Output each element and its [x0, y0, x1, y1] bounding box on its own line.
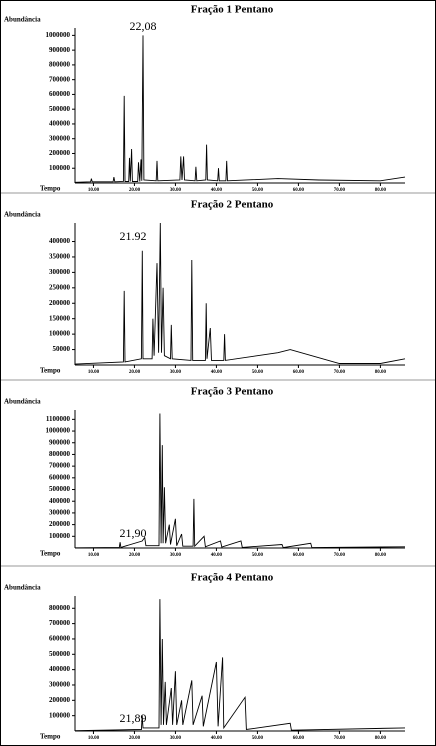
y-tick-label: 300000 — [49, 509, 71, 517]
trace — [74, 222, 406, 365]
y-tick-label: 500000 — [49, 105, 71, 113]
y-tick-label: 100000 — [49, 711, 71, 719]
x-axis-label: Tempo — [40, 185, 61, 193]
x-tick-label: 20.00 — [129, 553, 141, 558]
x-tick-label: 40.00 — [211, 370, 223, 375]
y-tick-label: 100000 — [49, 330, 71, 338]
x-tick-label: 80.00 — [375, 188, 387, 193]
x-tick-label: 30.00 — [170, 188, 182, 193]
annotation: 21,89 — [120, 711, 147, 725]
y-tick-label: 200000 — [49, 696, 71, 704]
y-tick-label: 1000000 — [46, 427, 71, 435]
y-tick-label: 500000 — [49, 650, 71, 658]
x-tick-label: 50.00 — [252, 553, 264, 558]
y-tick-label: 500000 — [49, 485, 71, 493]
y-tick-label: 300000 — [49, 134, 71, 142]
y-tick-label: 700000 — [49, 75, 71, 83]
x-tick-label: 10.00 — [88, 553, 100, 558]
trace — [74, 35, 406, 183]
x-tick-label: 10.00 — [88, 736, 100, 741]
annotation: 21,90 — [120, 526, 147, 540]
x-tick-label: 30.00 — [170, 553, 182, 558]
x-tick-label: 60.00 — [293, 370, 305, 375]
x-tick-label: 20.00 — [129, 188, 141, 193]
x-tick-label: 60.00 — [293, 188, 305, 193]
x-tick-label: 40.00 — [211, 736, 223, 741]
x-tick-label: 80.00 — [375, 736, 387, 741]
y-tick-label: 100000 — [49, 532, 71, 540]
trace — [74, 599, 406, 732]
y-tick-label: 150000 — [49, 314, 71, 322]
x-tick-label: 10.00 — [88, 188, 100, 193]
y-tick-label: 300000 — [49, 268, 71, 276]
y-tick-label: 600000 — [49, 635, 71, 643]
x-tick-label: 30.00 — [170, 736, 182, 741]
y-tick-label: 900000 — [49, 438, 71, 446]
x-axis-label: Tempo — [40, 367, 61, 375]
x-tick-label: 70.00 — [334, 370, 346, 375]
annotation: 21.92 — [120, 229, 147, 243]
x-tick-label: 20.00 — [129, 370, 141, 375]
chart-title: Fração 1 Pentano — [191, 4, 274, 16]
x-tick-label: 10.00 — [88, 370, 100, 375]
x-tick-label: 40.00 — [211, 553, 223, 558]
y-tick-label: 400000 — [49, 497, 71, 505]
y-tick-label: 400000 — [49, 237, 71, 245]
x-tick-label: 60.00 — [293, 553, 305, 558]
x-tick-label: 20.00 — [129, 736, 141, 741]
y-tick-label: 350000 — [49, 253, 71, 261]
x-axis-label: Tempo — [40, 733, 61, 741]
chart-title: Fração 2 Pentano — [191, 199, 274, 211]
x-tick-label: 50.00 — [252, 370, 264, 375]
y-tick-label: 700000 — [49, 619, 71, 627]
x-tick-label: 70.00 — [334, 188, 346, 193]
y-tick-label: 900000 — [49, 46, 71, 54]
y-tick-label: 200000 — [49, 299, 71, 307]
x-tick-label: 80.00 — [375, 553, 387, 558]
y-tick-label: 600000 — [49, 90, 71, 98]
trace — [74, 413, 406, 549]
y-tick-label: 800000 — [49, 61, 71, 69]
y-tick-label: 800000 — [49, 604, 71, 612]
y-tick-label: 400000 — [49, 120, 71, 128]
y-tick-label: 700000 — [49, 462, 71, 470]
y-tick-label: 600000 — [49, 473, 71, 481]
y-tick-label: 250000 — [49, 283, 71, 291]
y-tick-label: 200000 — [49, 149, 71, 157]
chart-title: Fração 4 Pentano — [191, 572, 274, 584]
x-tick-label: 60.00 — [293, 736, 305, 741]
y-axis-label: Abundância — [4, 584, 41, 592]
x-tick-label: 80.00 — [375, 370, 387, 375]
x-axis-label: Tempo — [40, 550, 61, 558]
x-tick-label: 50.00 — [252, 188, 264, 193]
y-tick-label: 100000 — [49, 164, 71, 172]
y-axis-label: Abundância — [4, 398, 41, 406]
y-tick-label: 1100000 — [46, 415, 71, 423]
y-axis-label: Abundância — [4, 16, 41, 24]
y-tick-label: 300000 — [49, 681, 71, 689]
y-tick-label: 200000 — [49, 520, 71, 528]
y-tick-label: 800000 — [49, 450, 71, 458]
annotation: 22,08 — [129, 19, 156, 33]
y-tick-label: 400000 — [49, 665, 71, 673]
x-tick-label: 50.00 — [252, 736, 264, 741]
x-tick-label: 70.00 — [334, 736, 346, 741]
x-tick-label: 40.00 — [211, 188, 223, 193]
x-tick-label: 70.00 — [334, 553, 346, 558]
y-tick-label: 1000000 — [46, 31, 71, 39]
chart-title: Fração 3 Pentano — [191, 386, 274, 398]
y-axis-label: Abundância — [4, 211, 41, 219]
y-tick-label: 50000 — [53, 345, 71, 353]
x-tick-label: 30.00 — [170, 370, 182, 375]
